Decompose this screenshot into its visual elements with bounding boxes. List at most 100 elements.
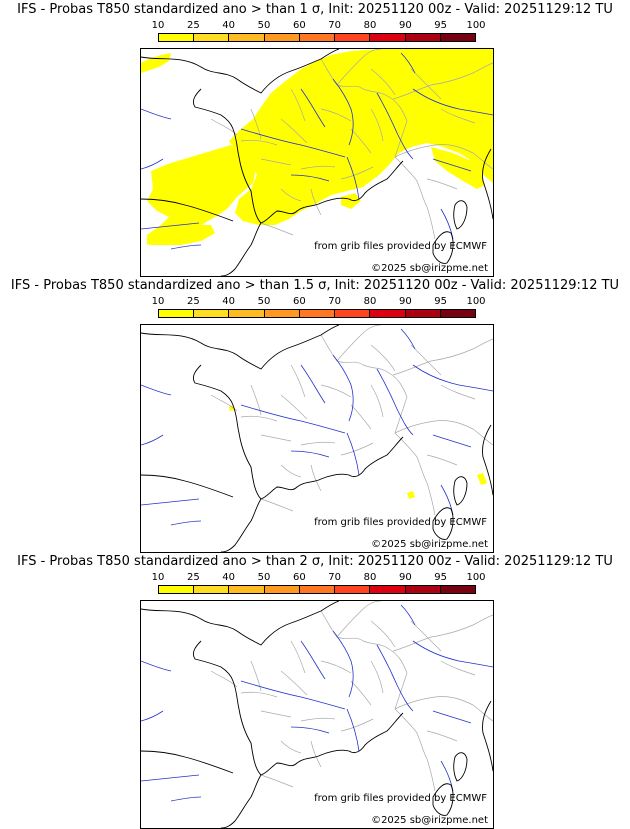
river xyxy=(240,128,346,158)
colorbar-tick-label: 90 xyxy=(398,296,412,307)
region-border xyxy=(260,640,352,718)
colorbar-tick-labels: 10 25 40 50 60 70 80 90 95 100 xyxy=(152,572,486,584)
coastline xyxy=(141,198,234,222)
colorbar-segment xyxy=(264,310,300,317)
coastline xyxy=(260,712,404,776)
colorbar-segment xyxy=(229,34,265,41)
colorbar-tick-label: 25 xyxy=(186,20,200,31)
colorbar-segment xyxy=(440,310,475,317)
colorbar-segment xyxy=(299,586,336,593)
river xyxy=(376,644,414,712)
coastline xyxy=(141,474,234,498)
region-border xyxy=(260,364,352,442)
coastline xyxy=(482,700,493,772)
coastline xyxy=(320,325,340,336)
coastline xyxy=(482,424,493,496)
coastline xyxy=(482,148,493,220)
copyright-credit: ©2025 sb@irizpme.net xyxy=(371,263,488,274)
region-border xyxy=(320,334,408,434)
river xyxy=(412,640,493,668)
river xyxy=(346,708,360,752)
colorbar-tick-labels: 10 25 40 50 60 70 80 90 95 100 xyxy=(152,296,486,308)
river xyxy=(376,92,414,160)
colorbar-tick-label: 50 xyxy=(257,20,271,31)
river xyxy=(376,368,414,436)
map-canvas xyxy=(141,49,493,276)
coastline xyxy=(260,160,404,224)
region-border xyxy=(310,620,442,768)
probability-area xyxy=(147,145,257,245)
colorbar-tick-label: 10 xyxy=(151,572,165,583)
river xyxy=(300,88,326,128)
colorbar-tick-label: 70 xyxy=(328,296,342,307)
probability-area xyxy=(141,53,171,73)
probability-area xyxy=(341,193,361,209)
coastline xyxy=(453,200,468,230)
probability-area xyxy=(229,49,493,225)
region-border xyxy=(280,680,374,754)
colorbar-segment xyxy=(194,34,230,41)
coastline xyxy=(220,774,262,828)
colorbar-segment xyxy=(229,310,265,317)
panel-title: IFS - Probas T850 standardized ano > tha… xyxy=(17,2,613,17)
probability-area xyxy=(431,147,485,189)
region-border xyxy=(240,394,336,446)
source-credit: from grib files provided by ECMWF xyxy=(314,517,487,528)
river xyxy=(346,432,360,476)
colorbar-tick-label: 70 xyxy=(328,20,342,31)
copyright-credit: ©2025 sb@irizpme.net xyxy=(371,815,488,826)
river xyxy=(432,434,472,448)
region-border xyxy=(210,660,476,742)
colorbar-tick-label: 25 xyxy=(186,296,200,307)
probability-area xyxy=(407,491,415,499)
region-border xyxy=(394,708,436,792)
region-border xyxy=(310,344,442,492)
colorbar-segment xyxy=(335,586,371,593)
colorbar-tick-label: 100 xyxy=(466,572,486,583)
region-border xyxy=(250,620,396,692)
colorbar-segment xyxy=(405,34,441,41)
colorbar-tick-label: 90 xyxy=(398,572,412,583)
region-border xyxy=(250,68,396,140)
colorbar-segment xyxy=(405,586,441,593)
panel-title: IFS - Probas T850 standardized ano > tha… xyxy=(17,554,613,569)
coastline xyxy=(432,783,454,816)
colorbar-tick-label: 100 xyxy=(466,296,486,307)
colorbar-tick-label: 95 xyxy=(434,296,448,307)
region-border xyxy=(260,222,294,236)
panel-title: IFS - Probas T850 standardized ano > tha… xyxy=(10,278,620,293)
probability-map: from grib files provided by ECMWF ©2025 … xyxy=(140,600,494,829)
river xyxy=(141,384,200,506)
region-border xyxy=(260,88,352,166)
river xyxy=(332,78,354,146)
colorbar-segment xyxy=(370,586,406,593)
region-border xyxy=(336,49,382,86)
map-panel-2-sigma: IFS - Probas T850 standardized ano > tha… xyxy=(0,552,630,829)
region-border xyxy=(394,144,493,170)
colorbar-tick-labels: 10 25 40 50 60 70 80 90 95 100 xyxy=(152,20,486,32)
river xyxy=(290,450,330,458)
region-border xyxy=(310,68,442,216)
river xyxy=(432,710,472,724)
colorbar-segment xyxy=(194,586,230,593)
region-border xyxy=(336,325,382,362)
river xyxy=(346,156,360,200)
coastline xyxy=(320,601,340,612)
colorbar-tick-label: 25 xyxy=(186,572,200,583)
region-border xyxy=(392,614,493,652)
colorbar-tick-label: 80 xyxy=(363,296,377,307)
colorbar-segment xyxy=(440,34,475,41)
region-border xyxy=(210,384,476,466)
region-border xyxy=(280,404,374,478)
river xyxy=(412,364,493,392)
colorbar-segment xyxy=(159,34,195,41)
region-border xyxy=(394,156,436,240)
river xyxy=(400,328,416,350)
region-border xyxy=(394,432,436,516)
colorbar-segment xyxy=(264,34,300,41)
colorbar-tick-label: 80 xyxy=(363,572,377,583)
colorbar-tick-label: 80 xyxy=(363,20,377,31)
region-border xyxy=(260,774,294,788)
colorbar-tick-label: 10 xyxy=(151,20,165,31)
coastline xyxy=(192,364,262,500)
